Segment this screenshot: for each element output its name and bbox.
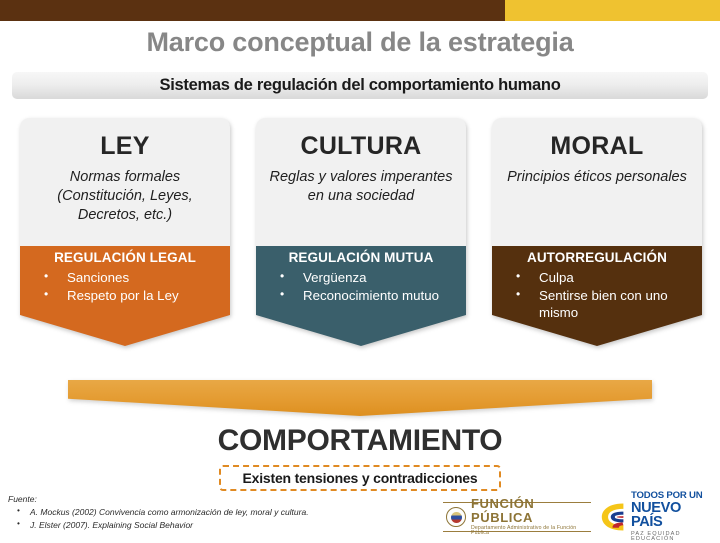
bullet-icon: •: [280, 286, 285, 301]
pillar-title: CULTURA: [300, 132, 422, 160]
bullet-icon: •: [44, 286, 49, 301]
list-item: • Reconocimiento mutuo: [278, 286, 456, 305]
pillar-card-upper-panel: [20, 118, 230, 246]
logo-todos-text: TODOS POR UN NUEVO PAÍS PAZ EQUIDAD EDUC…: [631, 491, 714, 543]
footnote-source: J. Elster (2007). Explaining Social Beha…: [30, 520, 193, 531]
pillar-description: Principios éticos personales: [507, 169, 687, 185]
list-item: • Vergüenza: [278, 269, 456, 287]
bullet-icon: •: [516, 286, 521, 301]
coat-of-arms-icon: [446, 507, 466, 527]
list-item: • Culpa: [514, 269, 692, 287]
bullet-icon: •: [17, 519, 20, 529]
pillar-description: Normas formales (Constitución, Leyes, De…: [57, 169, 193, 224]
top-accent-bar: [0, 0, 720, 21]
logo-funcion-publica-department: Departamento Administrativo de la Funció…: [471, 524, 577, 537]
pillar-regulation-label: REGULACIÓN MUTUA: [288, 250, 434, 265]
list-item-label: Respeto por la Ley: [67, 287, 179, 303]
pillar-item-list: • Culpa • Sentirse bien con uno mismo: [514, 269, 692, 323]
colombia-flag-ribbon-icon: [601, 503, 624, 531]
list-item: • Respeto por la Ley: [42, 286, 220, 305]
bullet-icon: •: [17, 506, 20, 515]
tension-note-text: Existen tensiones y contradicciones: [242, 470, 478, 486]
logo-funcion-publica: FUNCIÓN PÚBLICA Departamento Administrat…: [443, 497, 591, 536]
list-item: • Sanciones: [42, 269, 220, 287]
logo-todos-line1: TODOS POR UN: [631, 490, 703, 502]
list-item-label: Reconocimiento mutuo: [303, 287, 439, 303]
logo-todos-line2: NUEVO PAÍS: [631, 499, 681, 531]
list-item-label: Sanciones: [67, 270, 130, 285]
footnote-label: Fuente:: [8, 494, 37, 504]
list-item: • A. Mockus (2002) Convivencia como armon…: [8, 506, 428, 519]
pillar-item-list: • Vergüenza • Reconocimiento mutuo: [278, 269, 456, 306]
logo-todos-tagline: PAZ EQUIDAD EDUCACIÓN: [631, 530, 681, 543]
behavior-heading: COMPORTAMIENTO: [217, 424, 503, 457]
list-item: • Sentirse bien con uno mismo: [514, 286, 692, 322]
pillar-card-shape: [492, 118, 702, 346]
pillar-description: Reglas y valores imperantes en una socie…: [269, 169, 453, 205]
list-item: • J. Elster (2007). Explaining Social Beh…: [8, 519, 428, 532]
tension-note-box: Existen tensiones y contradicciones: [219, 465, 501, 491]
page-title: Marco conceptual de la estrategia: [146, 27, 574, 57]
down-arrow-shape: [68, 380, 652, 416]
bullet-icon: •: [516, 269, 521, 283]
pillar-regulation-label: REGULACIÓN LEGAL: [54, 250, 196, 265]
subtitle-text: Sistemas de regulación del comportamient…: [159, 76, 561, 94]
list-item-label: Culpa: [539, 270, 574, 285]
footnote-source: A. Mockus (2002) Convivencia como armoni…: [30, 507, 309, 517]
pillar-card-cultura: CULTURA Reglas y valores imperantes en u…: [256, 118, 466, 346]
subtitle-banner: Sistemas de regulación del comportamient…: [12, 72, 708, 99]
logo-funcion-publica-name: FUNCIÓN PÚBLICA: [471, 496, 535, 526]
pillar-card-content: MORAL Principios éticos personales AUTOR…: [492, 118, 702, 346]
pillar-regulation-label: AUTORREGULACIÓN: [526, 250, 667, 265]
bullet-icon: •: [280, 269, 285, 283]
pillar-card-shape: [20, 118, 230, 346]
pillar-card-upper-panel: [256, 118, 466, 246]
logo-funcion-publica-text: FUNCIÓN PÚBLICA Departamento Administrat…: [471, 497, 591, 536]
list-item-label: Vergüenza: [303, 270, 367, 285]
footnote-source-list: • A. Mockus (2002) Convivencia como armon…: [8, 506, 428, 532]
pillar-title: MORAL: [550, 132, 644, 160]
top-accent-bar-left: [0, 0, 505, 21]
pillar-card-content: CULTURA Reglas y valores imperantes en u…: [256, 118, 466, 346]
logo-todos-por-un-nuevo-pais: TODOS POR UN NUEVO PAÍS PAZ EQUIDAD EDUC…: [600, 491, 714, 542]
bullet-icon: •: [44, 269, 49, 283]
top-accent-bar-right: [505, 0, 720, 21]
pillar-item-list: • Sanciones • Respeto por la Ley: [42, 269, 220, 306]
footnote: Fuente: • A. Mockus (2002) Convivencia co…: [8, 494, 428, 532]
pillar-title: LEY: [100, 132, 150, 160]
pillar-card-ley: LEY Normas formales (Constitución, Leyes…: [20, 118, 230, 346]
pillar-card-moral: MORAL Principios éticos personales AUTOR…: [492, 118, 702, 346]
pillar-card-content: LEY Normas formales (Constitución, Leyes…: [20, 118, 230, 346]
down-arrow-icon: [68, 380, 652, 416]
list-item-label: Sentirse bien con uno mismo: [539, 287, 668, 320]
pillar-card-group: LEY Normas formales (Constitución, Leyes…: [0, 118, 720, 348]
pillar-card-upper-panel: [492, 118, 702, 246]
